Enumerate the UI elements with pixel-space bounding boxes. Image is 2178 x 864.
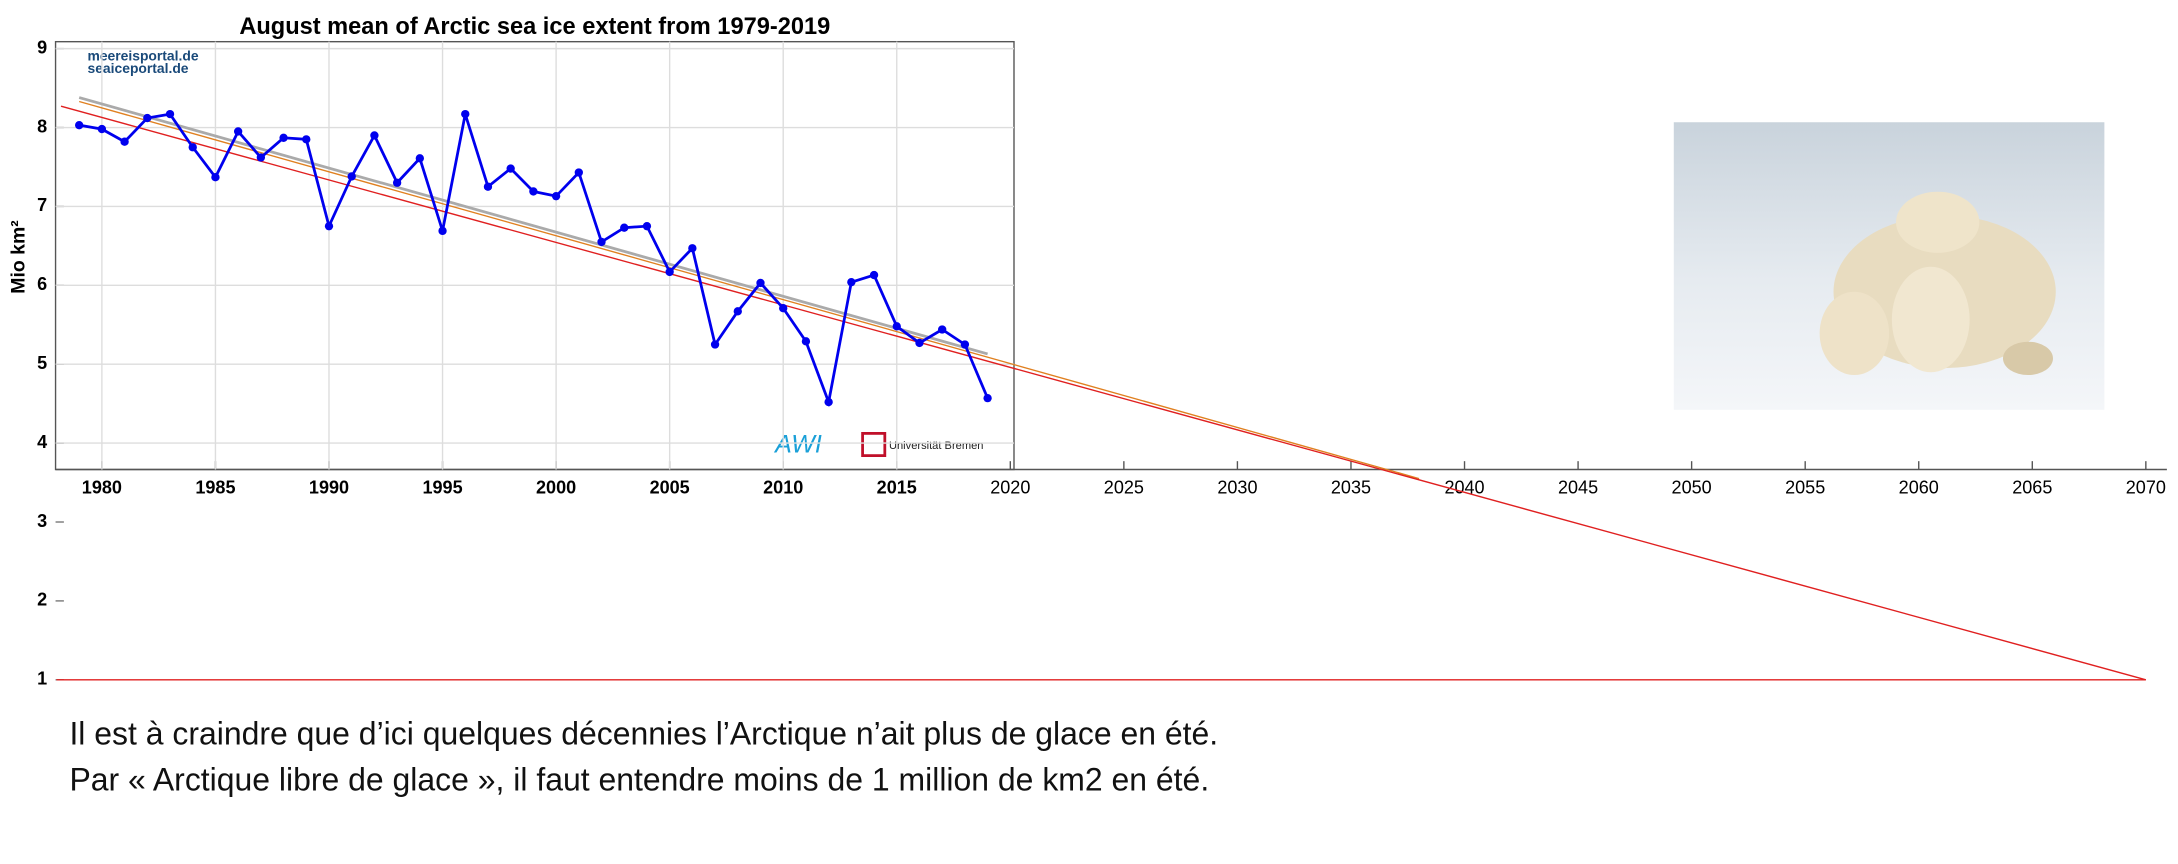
data-point: [233, 127, 243, 136]
x-tick-label: 2045: [1558, 478, 1598, 498]
x-tick-label: 1980: [82, 478, 122, 498]
data-point: [892, 322, 901, 331]
y-tick-label: 5: [37, 353, 47, 373]
data-point: [347, 172, 356, 181]
x-tick-label: 2070: [2126, 478, 2166, 498]
data-point: [438, 226, 447, 236]
x-tick-label: 1985: [195, 478, 235, 498]
data-point: [551, 191, 561, 201]
data-point: [642, 221, 652, 231]
data-point: [620, 223, 629, 232]
data-point: [256, 153, 266, 162]
data-point: [324, 221, 334, 231]
data-point: [597, 237, 606, 247]
x-tick-label: 2010: [763, 478, 803, 498]
x-tick-label: 2015: [877, 478, 917, 498]
data-point: [461, 109, 470, 119]
x-tick-label: 2005: [650, 478, 690, 498]
plot-frame: [54, 40, 1015, 471]
data-point: [847, 277, 856, 287]
data-point: [869, 270, 879, 280]
x-tick-label: 2060: [1899, 478, 1939, 498]
x-tick-label: 2025: [1104, 478, 1144, 498]
x-tick-label: 2055: [1785, 478, 1825, 498]
x-tick-label: 1990: [309, 478, 349, 498]
data-point: [483, 182, 493, 191]
y-tick-label: 2: [37, 590, 47, 610]
data-point: [97, 124, 107, 134]
data-point: [779, 304, 788, 313]
data-point: [370, 131, 379, 140]
data-point: [756, 278, 765, 288]
data-point: [665, 267, 674, 277]
data-point: [983, 393, 992, 403]
data-point: [710, 340, 720, 349]
photo: [1673, 122, 2105, 410]
x-tick-label: 2035: [1331, 478, 1371, 498]
y-tick-label: 9: [37, 37, 47, 57]
logo-text: Universität Bremen: [889, 440, 983, 452]
data-point: [143, 113, 152, 123]
x-tick-label: 2030: [1217, 478, 1257, 498]
data-point: [75, 120, 84, 130]
data-point: [733, 307, 742, 316]
data-point: [415, 154, 425, 163]
logo-text: seaiceportal.de: [88, 60, 189, 76]
x-tick-label: 2040: [1444, 478, 1484, 498]
y-axis-label: Mio km²: [8, 220, 30, 294]
caption: Il est à craindre que d’ici quelques déc…: [69, 716, 1218, 752]
x-tick-label: 2065: [2012, 478, 2052, 498]
logo-text: meereisportal.de: [88, 48, 199, 64]
data-point: [392, 178, 402, 187]
y-tick-label: 8: [37, 116, 47, 136]
data-point: [824, 397, 833, 407]
data-point: [801, 337, 811, 346]
data-point: [279, 133, 288, 142]
data-point: [960, 340, 970, 349]
data-point: [574, 168, 583, 177]
data-point: [688, 244, 697, 253]
caption: Par « Arctique libre de glace », il faut…: [69, 761, 1209, 797]
y-tick-label: 6: [37, 274, 47, 294]
logo-text: AWI: [773, 430, 822, 458]
data-point: [529, 187, 538, 196]
y-tick-label: 3: [37, 511, 47, 531]
y-tick-label: 4: [37, 432, 47, 452]
trend-line: [78, 100, 1420, 480]
data-point: [211, 173, 220, 182]
x-tick-label: 1995: [422, 478, 462, 498]
data-point: [165, 109, 175, 119]
data-point: [302, 135, 311, 144]
data-point: [506, 164, 515, 173]
x-tick-label: 2050: [1672, 478, 1712, 498]
data-point: [915, 338, 924, 348]
x-tick-label: 2000: [536, 478, 576, 498]
logo-icon: [861, 431, 887, 458]
data-point: [188, 143, 197, 152]
y-tick-label: 7: [37, 195, 47, 215]
y-tick-label: 1: [37, 669, 47, 689]
x-tick-label: 2020: [990, 478, 1030, 498]
data-point: [938, 325, 947, 334]
trend-line: [60, 105, 2147, 681]
chart-title: August mean of Arctic sea ice extent fro…: [239, 14, 830, 40]
trend-line: [78, 96, 988, 356]
data-point: [120, 137, 129, 146]
